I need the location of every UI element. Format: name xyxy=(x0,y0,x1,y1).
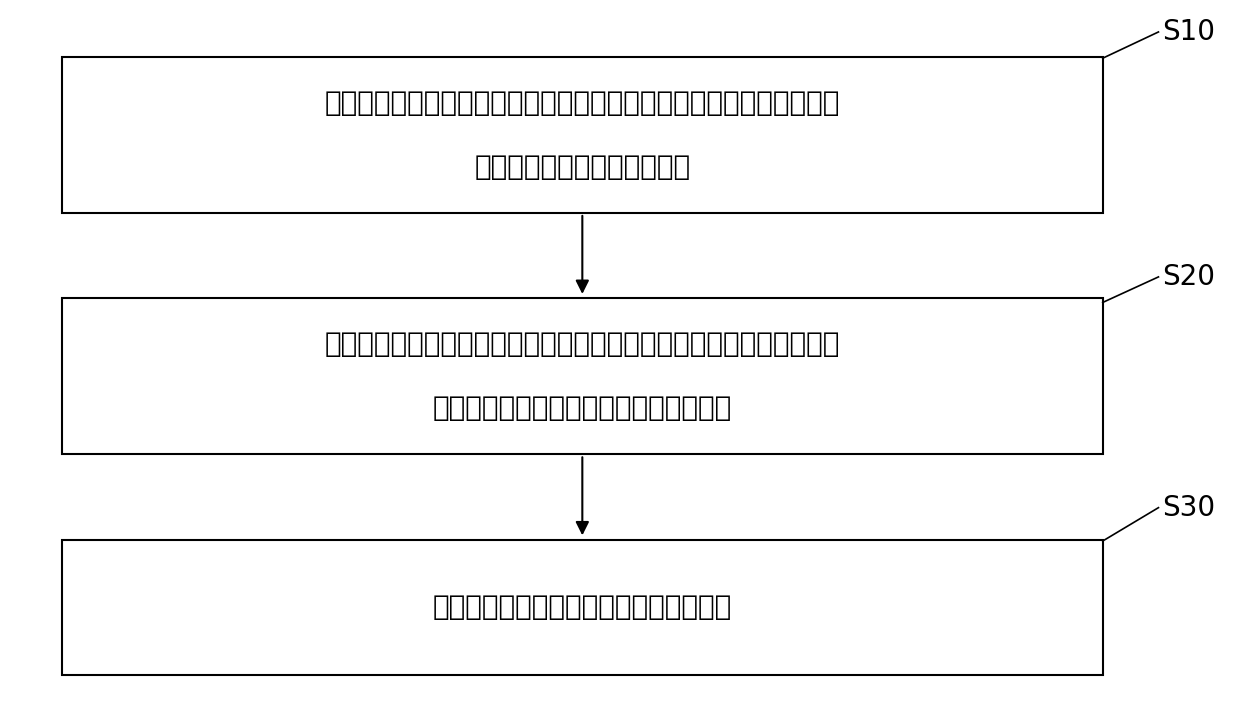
Text: 将所述有效加密内容发送至设定的接收人: 将所述有效加密内容发送至设定的接收人 xyxy=(432,593,732,621)
Text: 述选取方法选取所述长度的有效加密内容: 述选取方法选取所述长度的有效加密内容 xyxy=(432,394,732,422)
Text: 根据所述有效加密内容的长度确定有效加密内容的选取方法，并根据所: 根据所述有效加密内容的长度确定有效加密内容的选取方法，并根据所 xyxy=(325,330,840,359)
Text: 通过识别隔断处的节点标记，计算胶带当次的使用长度，根据所述使用: 通过识别隔断处的节点标记，计算胶带当次的使用长度，根据所述使用 xyxy=(325,89,840,117)
Text: S30: S30 xyxy=(1162,493,1215,522)
Text: S20: S20 xyxy=(1162,263,1215,291)
FancyBboxPatch shape xyxy=(62,540,1103,674)
Text: S10: S10 xyxy=(1162,18,1215,46)
FancyBboxPatch shape xyxy=(62,298,1103,454)
FancyBboxPatch shape xyxy=(62,57,1103,213)
Text: 长度确定有效加密内容的长度: 长度确定有效加密内容的长度 xyxy=(475,153,690,181)
